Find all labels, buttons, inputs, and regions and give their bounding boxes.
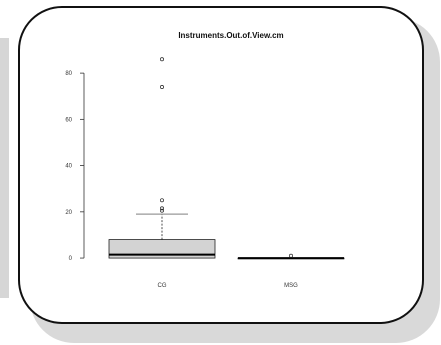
x-tick-label: MSG (284, 283, 298, 289)
outlier-point (160, 208, 164, 213)
x-tick-label: CG (158, 283, 167, 289)
y-axis: 0 20 40 60 80 (65, 71, 85, 262)
chart-title: Instruments.Out.of.View.cm (178, 31, 283, 40)
x-axis-labels: CG MSG (158, 283, 299, 289)
iqr-box (108, 239, 216, 259)
y-tick-label: 60 (65, 117, 72, 123)
y-tick-label: 0 (69, 256, 73, 262)
y-tick-label: 80 (65, 71, 72, 77)
outlier-point (160, 57, 164, 62)
box-msg (237, 253, 345, 260)
y-tick-label: 20 (65, 210, 72, 216)
outlier-point (160, 85, 164, 89)
box-cg (108, 57, 216, 259)
outlier-point (289, 253, 293, 258)
left-panel-edge (0, 38, 9, 298)
outlier-point (160, 198, 164, 203)
outlier-point (160, 206, 164, 211)
chart-card (18, 6, 424, 324)
y-tick-label: 40 (65, 164, 72, 170)
boxes-layer (108, 57, 345, 260)
